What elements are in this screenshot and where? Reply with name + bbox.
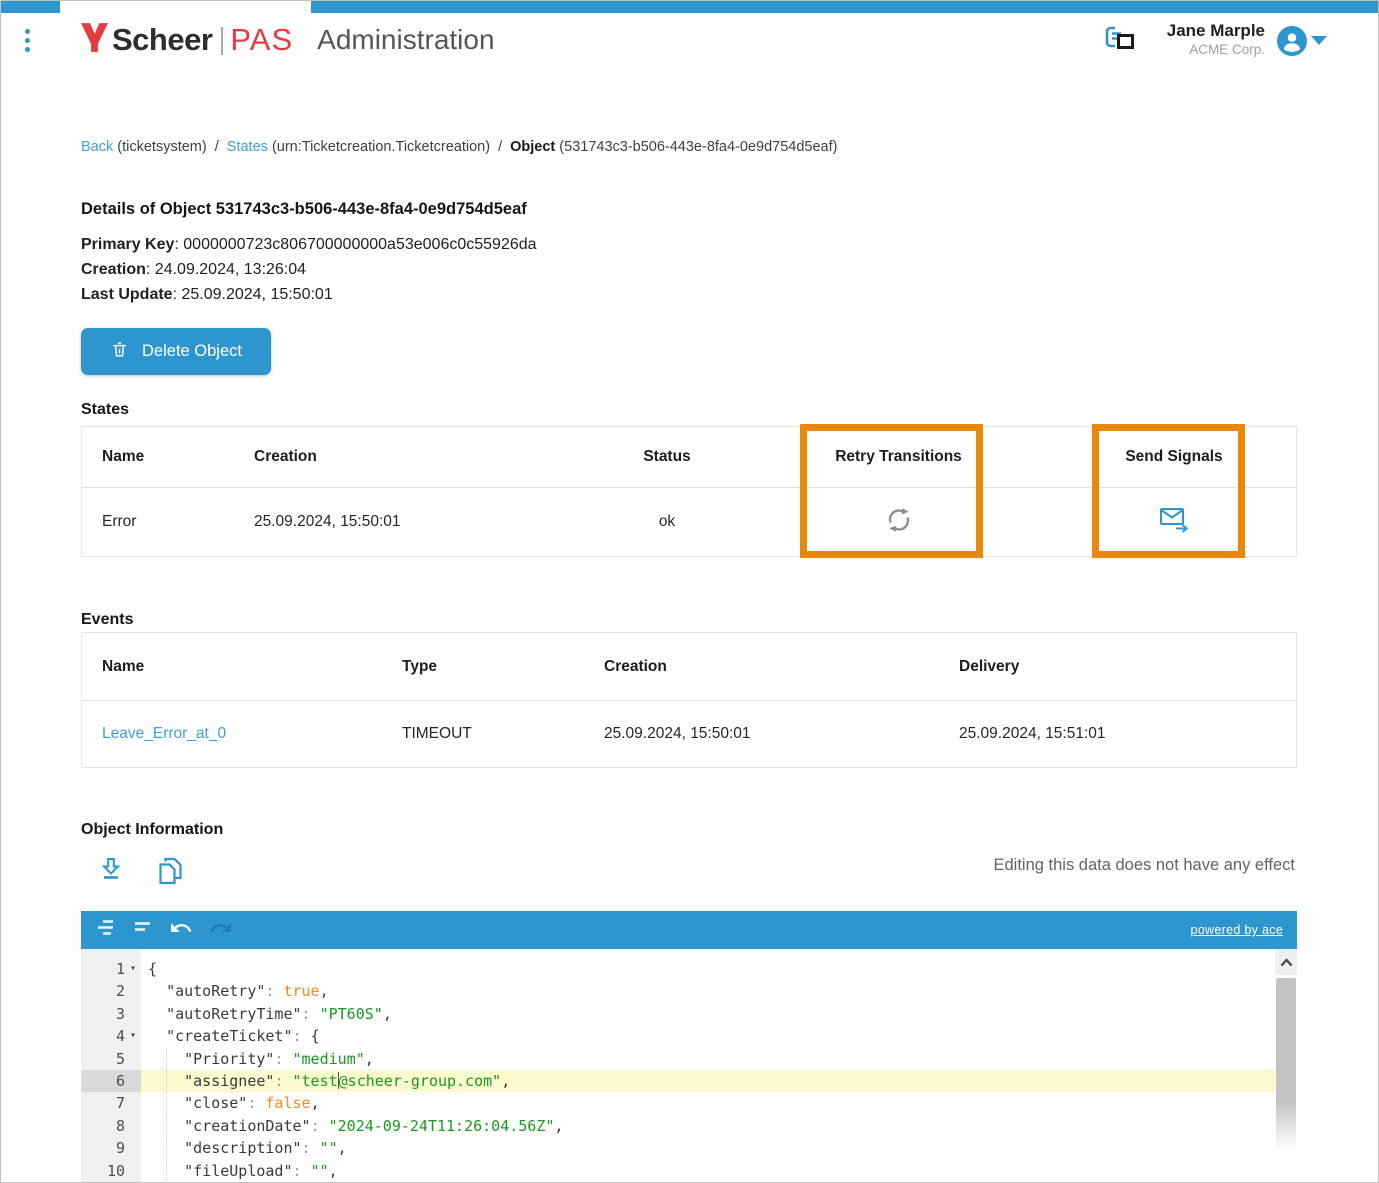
delete-object-button[interactable]: Delete Object	[81, 328, 271, 375]
breadcrumb-object-context: (531743c3-b506-443e-8fa4-0e9d754d5eaf)	[559, 139, 838, 155]
gutter-line-3[interactable]: 3	[115, 1004, 125, 1023]
scrollbar-thumb[interactable]	[1276, 978, 1296, 1150]
breadcrumb-separator: /	[498, 139, 503, 155]
state-status: ok	[658, 513, 676, 530]
breadcrumb-object-label: Object	[510, 139, 556, 155]
trash-icon	[110, 340, 129, 364]
breadcrumb-states-link[interactable]: States	[226, 139, 268, 155]
send-signals-icon[interactable]	[1159, 506, 1190, 538]
log-viewer-icon[interactable]	[1104, 24, 1138, 59]
col-delivery: Delivery	[959, 657, 1020, 675]
col-name: Name	[102, 657, 145, 675]
gutter-line-7[interactable]: 7	[115, 1094, 125, 1113]
col-creation: Creation	[254, 448, 317, 465]
event-type: TIMEOUT	[402, 725, 472, 742]
states-table-header: Name Creation Status Retry Transitions S…	[82, 427, 1296, 488]
code-line-9[interactable]: "description": "",	[141, 1137, 1275, 1160]
editor-note: Editing this data does not have any effe…	[993, 856, 1296, 874]
code-line-10[interactable]: "fileUpload": "",	[141, 1159, 1275, 1182]
states-heading: States	[81, 401, 130, 418]
editor-body[interactable]: 1 ▾ 2 3 4 ▾ 5 6 7 8 9 10 { "autoRetry": true, "auto…	[81, 949, 1297, 1182]
editor-toolbar: powered by ace	[81, 911, 1297, 949]
event-name-link[interactable]: Leave_Error_at_0	[102, 725, 227, 742]
code-line-1[interactable]: {	[148, 960, 158, 978]
redo-icon[interactable]	[209, 916, 233, 945]
user-info[interactable]: Jane Marple ACME Corp.	[1131, 21, 1265, 58]
copy-icon[interactable]	[157, 856, 184, 891]
gutter-line-5[interactable]: 5	[115, 1049, 125, 1068]
col-type: Type	[402, 657, 438, 675]
col-send-signals: Send Signals	[1125, 448, 1223, 465]
code-line-8[interactable]: "creationDate": "2024-09-24T11:26:04.56Z…	[141, 1114, 1275, 1138]
json-editor[interactable]: powered by ace 1 ▾ 2 3 4 ▾ 5 6 7 8 9 10 { "autoRetr…	[81, 911, 1297, 1182]
detail-last-update: Last Update: 25.09.2024, 15:50:01	[81, 286, 333, 303]
detail-primary-key: Primary Key: 0000000723c806700000000a53e…	[81, 236, 537, 253]
states-table: Name Creation Status Retry Transitions S…	[81, 424, 1297, 558]
events-table: Name Type Creation Delivery Leave_Error_…	[81, 632, 1297, 768]
code-line-5[interactable]: "Priority": "medium",	[141, 1047, 1275, 1071]
app-header: Scheer PAS Administration	[81, 19, 495, 61]
avatar[interactable]	[1277, 26, 1307, 61]
breadcrumb: Back (ticketsystem) / States (urn:Ticket…	[81, 139, 837, 155]
undo-icon[interactable]	[169, 916, 193, 945]
breadcrumb-back-context: (ticketsystem)	[117, 139, 207, 155]
gutter-line-2[interactable]: 2	[115, 982, 125, 1001]
code-line-6[interactable]: "assignee": "test@scheer-group.com",	[141, 1069, 1275, 1093]
breadcrumb-states-context: (urn:Ticketcreation.Ticketcreation)	[271, 139, 491, 155]
breadcrumb-back-link[interactable]: Back	[81, 139, 114, 155]
col-status: Status	[643, 448, 691, 465]
object-information-heading: Object Information	[81, 821, 224, 838]
format-indent-icon[interactable]	[95, 917, 116, 943]
brand-suffix: PAS	[230, 22, 294, 57]
code-line-4[interactable]: "createTicket": {	[166, 1027, 320, 1046]
gutter-line-10[interactable]: 10	[106, 1161, 125, 1180]
top-accent-bar	[1, 1, 1378, 13]
col-creation: Creation	[604, 657, 667, 675]
editor-scrollbar[interactable]	[1275, 949, 1297, 1182]
events-heading: Events	[81, 611, 134, 628]
code-line-2[interactable]: "autoRetry": true,	[166, 982, 329, 1001]
download-icon[interactable]	[99, 856, 123, 890]
event-delivery: 25.09.2024, 15:51:01	[959, 725, 1106, 742]
state-creation: 25.09.2024, 15:50:01	[254, 513, 401, 530]
events-table-row: Leave_Error_at_0 TIMEOUT 25.09.2024, 15:…	[82, 701, 1296, 767]
page-title: Administration	[317, 24, 495, 55]
state-name: Error	[102, 513, 137, 530]
event-creation: 25.09.2024, 15:50:01	[604, 725, 751, 742]
events-table-header: Name Type Creation Delivery	[82, 633, 1296, 701]
detail-creation: Creation: 24.09.2024, 13:26:04	[81, 261, 307, 278]
col-retry-transitions: Retry Transitions	[835, 448, 962, 465]
col-name: Name	[102, 448, 145, 465]
user-org: ACME Corp.	[1189, 42, 1265, 57]
code-line-3[interactable]: "autoRetryTime": "PT60S",	[166, 1004, 392, 1023]
kebab-menu-icon[interactable]	[22, 29, 32, 56]
gutter-line-8[interactable]: 8	[115, 1116, 125, 1135]
editor-gutter[interactable]: 1 ▾ 2 3 4 ▾ 5 6 7 8 9 10	[81, 949, 141, 1182]
object-info-toolbar	[99, 856, 184, 891]
gutter-line-9[interactable]: 9	[115, 1139, 125, 1158]
scheer-logo-icon	[81, 22, 108, 58]
gutter-line-6[interactable]: 6	[81, 1069, 141, 1093]
scroll-up-button[interactable]	[1275, 949, 1297, 975]
states-table-row: Error 25.09.2024, 15:50:01 ok	[82, 488, 1296, 556]
details-title: Details of Object 531743c3-b506-443e-8fa…	[81, 200, 527, 218]
brand-name: Scheer	[112, 22, 213, 57]
user-name: Jane Marple	[1166, 21, 1265, 40]
brand-divider	[221, 27, 224, 55]
gutter-line-1[interactable]: 1 ▾	[115, 960, 137, 978]
delete-object-label: Delete Object	[142, 342, 242, 360]
align-left-icon[interactable]	[132, 917, 153, 943]
code-line-7[interactable]: "close": false,	[141, 1092, 1275, 1116]
gutter-line-4[interactable]: 4 ▾	[115, 1027, 137, 1046]
top-bar-notch	[60, 1, 311, 13]
editor-code[interactable]: { "autoRetry": true, "autoRetryTime": "P…	[141, 949, 1275, 1182]
breadcrumb-separator: /	[214, 139, 219, 155]
chevron-down-icon[interactable]	[1311, 36, 1327, 45]
powered-by-ace-link[interactable]: powered by ace	[1190, 923, 1283, 937]
retry-transitions-icon[interactable]	[884, 505, 914, 540]
